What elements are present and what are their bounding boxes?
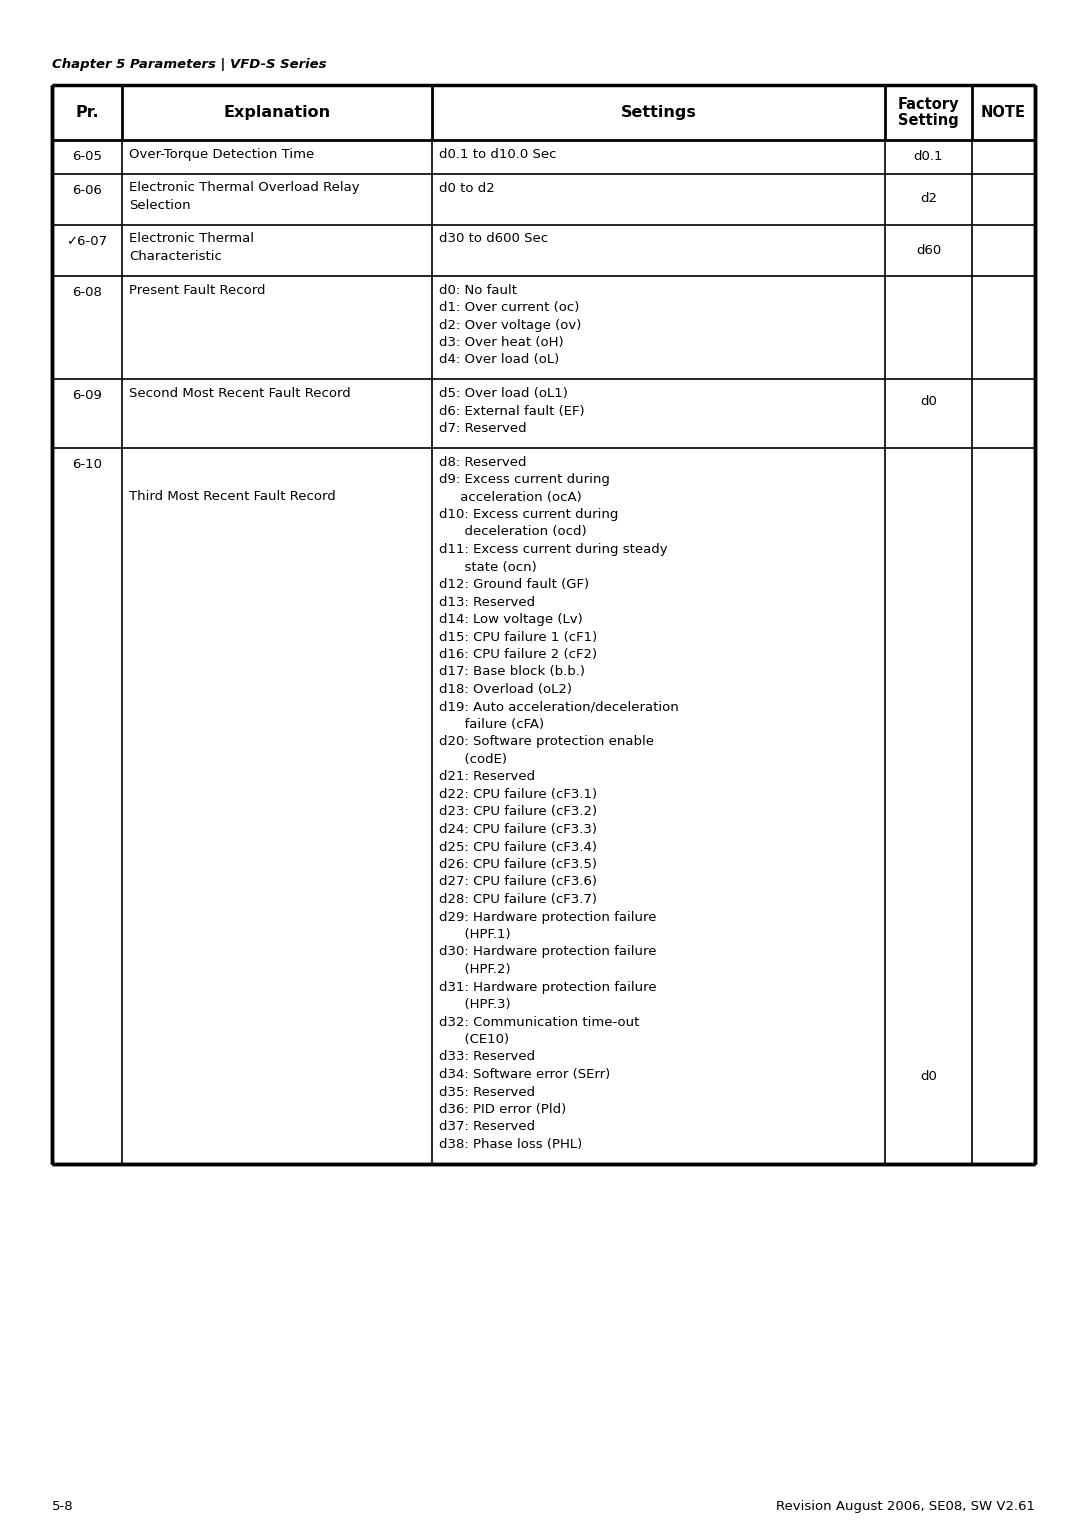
Text: d26: CPU failure (cF3.5): d26: CPU failure (cF3.5) — [438, 858, 597, 871]
Text: failure (cFA): failure (cFA) — [438, 718, 544, 732]
Text: d13: Reserved: d13: Reserved — [438, 595, 535, 609]
Text: d10: Excess current during: d10: Excess current during — [438, 508, 619, 522]
Text: d21: Reserved: d21: Reserved — [438, 770, 535, 784]
Text: d5: Over load (oL1): d5: Over load (oL1) — [438, 387, 568, 400]
Text: Over-Torque Detection Time: Over-Torque Detection Time — [129, 147, 314, 161]
Text: d1: Over current (oc): d1: Over current (oc) — [438, 301, 579, 314]
Text: (codE): (codE) — [438, 753, 507, 765]
Text: Pr.: Pr. — [76, 104, 98, 120]
Text: d36: PID error (Pld): d36: PID error (Pld) — [438, 1103, 566, 1117]
Text: (CE10): (CE10) — [438, 1032, 509, 1046]
Text: d0.1 to d10.0 Sec: d0.1 to d10.0 Sec — [438, 147, 556, 161]
Text: d34: Software error (SErr): d34: Software error (SErr) — [438, 1068, 610, 1081]
Text: d6: External fault (EF): d6: External fault (EF) — [438, 405, 584, 417]
Text: Third Most Recent Fault Record: Third Most Recent Fault Record — [129, 491, 336, 503]
Text: d20: Software protection enable: d20: Software protection enable — [438, 735, 654, 749]
Text: Factory: Factory — [897, 97, 959, 112]
Text: (HPF.1): (HPF.1) — [438, 928, 511, 940]
Text: d24: CPU failure (cF3.3): d24: CPU failure (cF3.3) — [438, 824, 597, 836]
Text: d0 to d2: d0 to d2 — [438, 181, 495, 195]
Text: Explanation: Explanation — [224, 104, 330, 120]
Text: d0: d0 — [920, 396, 937, 408]
Text: Electronic Thermal Overload Relay: Electronic Thermal Overload Relay — [129, 181, 360, 195]
Text: d17: Base block (b.b.): d17: Base block (b.b.) — [438, 666, 585, 678]
Text: Settings: Settings — [621, 104, 697, 120]
Text: Electronic Thermal: Electronic Thermal — [129, 233, 254, 245]
Text: d35: Reserved: d35: Reserved — [438, 1086, 535, 1098]
Text: d29: Hardware protection failure: d29: Hardware protection failure — [438, 911, 657, 923]
Text: 6-08: 6-08 — [72, 285, 102, 299]
Text: d18: Overload (oL2): d18: Overload (oL2) — [438, 683, 572, 696]
Text: d2: Over voltage (ov): d2: Over voltage (ov) — [438, 319, 581, 331]
Text: d30: Hardware protection failure: d30: Hardware protection failure — [438, 945, 657, 959]
Text: acceleration (ocA): acceleration (ocA) — [438, 491, 582, 503]
Text: d0: No fault: d0: No fault — [438, 284, 517, 296]
Text: 5-8: 5-8 — [52, 1500, 73, 1513]
Text: Present Fault Record: Present Fault Record — [129, 284, 266, 296]
Text: d25: CPU failure (cF3.4): d25: CPU failure (cF3.4) — [438, 841, 597, 853]
Text: d30 to d600 Sec: d30 to d600 Sec — [438, 233, 549, 245]
Text: (HPF.3): (HPF.3) — [438, 999, 511, 1011]
Text: (HPF.2): (HPF.2) — [438, 963, 511, 976]
Text: 6-06: 6-06 — [72, 184, 102, 196]
Text: d11: Excess current during steady: d11: Excess current during steady — [438, 543, 667, 555]
Text: d8: Reserved: d8: Reserved — [438, 456, 527, 468]
Text: ✓6-07: ✓6-07 — [67, 235, 108, 249]
Text: d32: Communication time-out: d32: Communication time-out — [438, 1016, 639, 1028]
Text: Revision August 2006, SE08, SW V2.61: Revision August 2006, SE08, SW V2.61 — [777, 1500, 1035, 1513]
Text: d28: CPU failure (cF3.7): d28: CPU failure (cF3.7) — [438, 893, 597, 907]
Text: state (ocn): state (ocn) — [438, 560, 537, 574]
Text: d12: Ground fault (GF): d12: Ground fault (GF) — [438, 578, 589, 591]
Text: d37: Reserved: d37: Reserved — [438, 1120, 535, 1134]
Text: d60: d60 — [916, 244, 941, 256]
Text: 6-10: 6-10 — [72, 457, 102, 471]
Text: d9: Excess current during: d9: Excess current during — [438, 472, 610, 486]
Text: Selection: Selection — [129, 199, 191, 212]
Text: d0.1: d0.1 — [914, 150, 943, 163]
Text: d31: Hardware protection failure: d31: Hardware protection failure — [438, 980, 657, 994]
Text: d0: d0 — [920, 1071, 937, 1083]
Text: d19: Auto acceleration/deceleration: d19: Auto acceleration/deceleration — [438, 701, 678, 713]
Text: d23: CPU failure (cF3.2): d23: CPU failure (cF3.2) — [438, 805, 597, 819]
Text: d7: Reserved: d7: Reserved — [438, 422, 527, 436]
Text: 6-09: 6-09 — [72, 390, 102, 402]
Text: Setting: Setting — [899, 114, 959, 127]
Text: d22: CPU failure (cF3.1): d22: CPU failure (cF3.1) — [438, 788, 597, 801]
Text: d33: Reserved: d33: Reserved — [438, 1051, 535, 1063]
Text: d15: CPU failure 1 (cF1): d15: CPU failure 1 (cF1) — [438, 630, 597, 643]
Text: Chapter 5 Parameters | VFD-S Series: Chapter 5 Parameters | VFD-S Series — [52, 58, 326, 71]
Text: 6-05: 6-05 — [72, 150, 102, 163]
Text: NOTE: NOTE — [981, 104, 1026, 120]
Text: Characteristic: Characteristic — [129, 250, 221, 262]
Text: d4: Over load (oL): d4: Over load (oL) — [438, 353, 559, 367]
Text: d27: CPU failure (cF3.6): d27: CPU failure (cF3.6) — [438, 876, 597, 888]
Text: d3: Over heat (oH): d3: Over heat (oH) — [438, 336, 564, 350]
Text: d14: Low voltage (Lv): d14: Low voltage (Lv) — [438, 614, 583, 626]
Text: d38: Phase loss (PHL): d38: Phase loss (PHL) — [438, 1138, 582, 1150]
Text: d2: d2 — [920, 192, 937, 206]
Text: Second Most Recent Fault Record: Second Most Recent Fault Record — [129, 387, 351, 400]
Text: d16: CPU failure 2 (cF2): d16: CPU failure 2 (cF2) — [438, 647, 597, 661]
Text: deceleration (ocd): deceleration (ocd) — [438, 526, 586, 538]
